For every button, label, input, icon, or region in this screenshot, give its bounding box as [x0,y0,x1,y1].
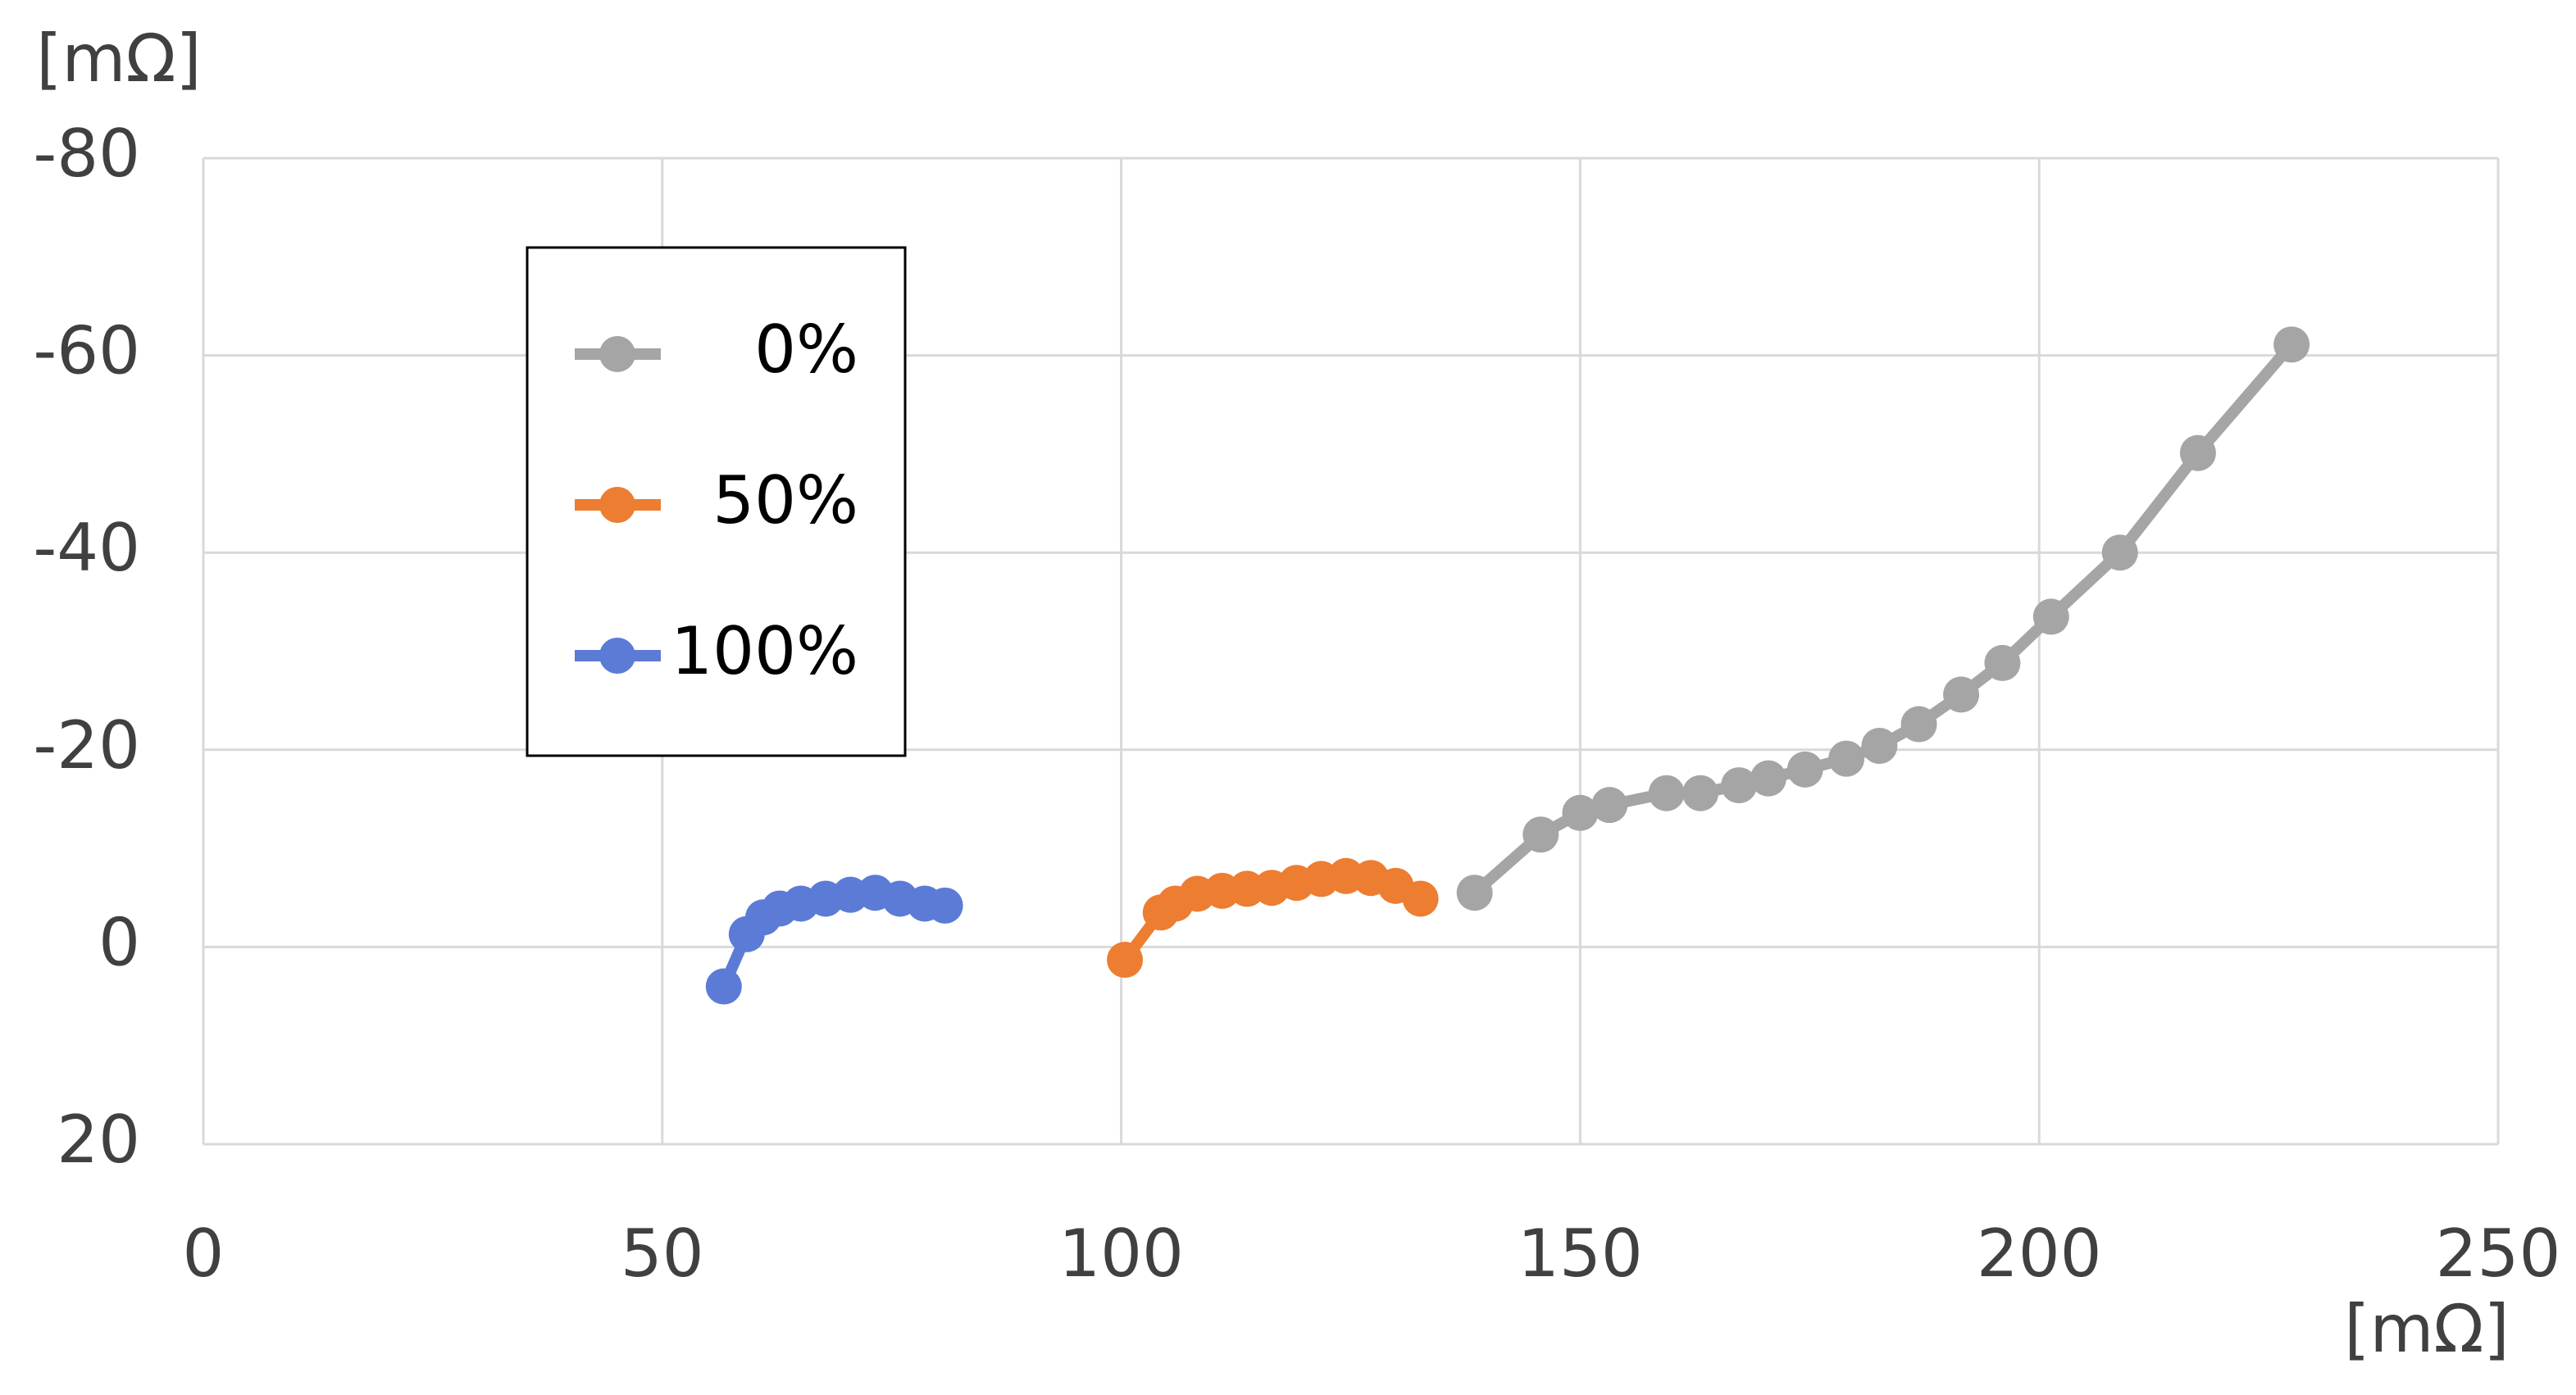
y-tick-label: -40 [33,510,140,586]
x-tick-label: 200 [1977,1216,2102,1292]
legend-swatch-marker [599,638,635,674]
data-point [1786,751,1823,788]
legend-label: 50% [712,462,858,538]
data-point [1591,787,1628,824]
data-point [1402,880,1439,917]
y-tick-label: -20 [33,707,140,784]
x-axis-label: [mΩ] [2344,1291,2509,1367]
data-point [1750,760,1786,797]
data-point [1107,942,1144,979]
y-tick-label: 0 [98,904,140,980]
y-axis-label: [mΩ] [36,20,201,97]
data-point [1861,727,1898,764]
data-point [2101,534,2138,571]
y-tick-label: 20 [57,1102,140,1178]
data-point [1943,676,1980,713]
data-point [1522,816,1559,853]
x-tick-label: 100 [1058,1216,1184,1292]
data-point [2273,326,2310,363]
x-tick-label: 250 [2436,1216,2561,1292]
data-point [1648,775,1685,811]
data-point [1900,706,1937,743]
data-point [2032,598,2069,635]
data-point [1984,644,2021,681]
x-tick-label: 0 [183,1216,225,1292]
data-point [1682,775,1719,811]
legend-label: 0% [754,311,858,388]
x-tick-label: 50 [621,1216,704,1292]
legend-swatch-marker [599,487,635,523]
data-point [2179,434,2216,471]
x-tick-label: 150 [1518,1216,1643,1292]
data-point [1456,875,1493,911]
legend: 0% 50% 100% [526,246,907,757]
data-point [1721,767,1758,804]
legend-swatch-marker [599,336,635,372]
data-point [926,887,963,924]
data-point [1562,794,1599,831]
data-point [1828,740,1865,777]
data-point [705,968,742,1005]
y-tick-label: -60 [33,313,140,389]
y-tick-label: -80 [33,116,140,192]
legend-label: 100% [671,613,858,689]
